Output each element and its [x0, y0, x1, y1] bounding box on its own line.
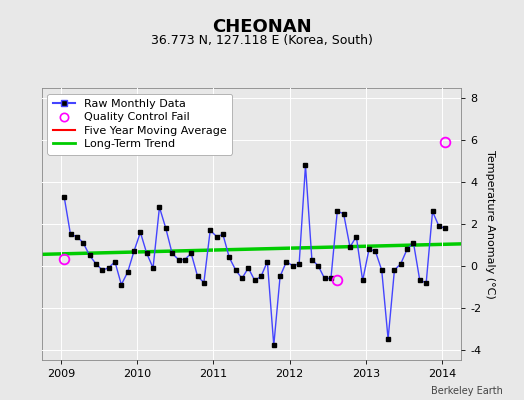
- Text: Berkeley Earth: Berkeley Earth: [431, 386, 503, 396]
- Y-axis label: Temperature Anomaly (°C): Temperature Anomaly (°C): [485, 150, 495, 298]
- Legend: Raw Monthly Data, Quality Control Fail, Five Year Moving Average, Long-Term Tren: Raw Monthly Data, Quality Control Fail, …: [48, 94, 233, 155]
- Text: 36.773 N, 127.118 E (Korea, South): 36.773 N, 127.118 E (Korea, South): [151, 34, 373, 47]
- Text: CHEONAN: CHEONAN: [212, 18, 312, 36]
